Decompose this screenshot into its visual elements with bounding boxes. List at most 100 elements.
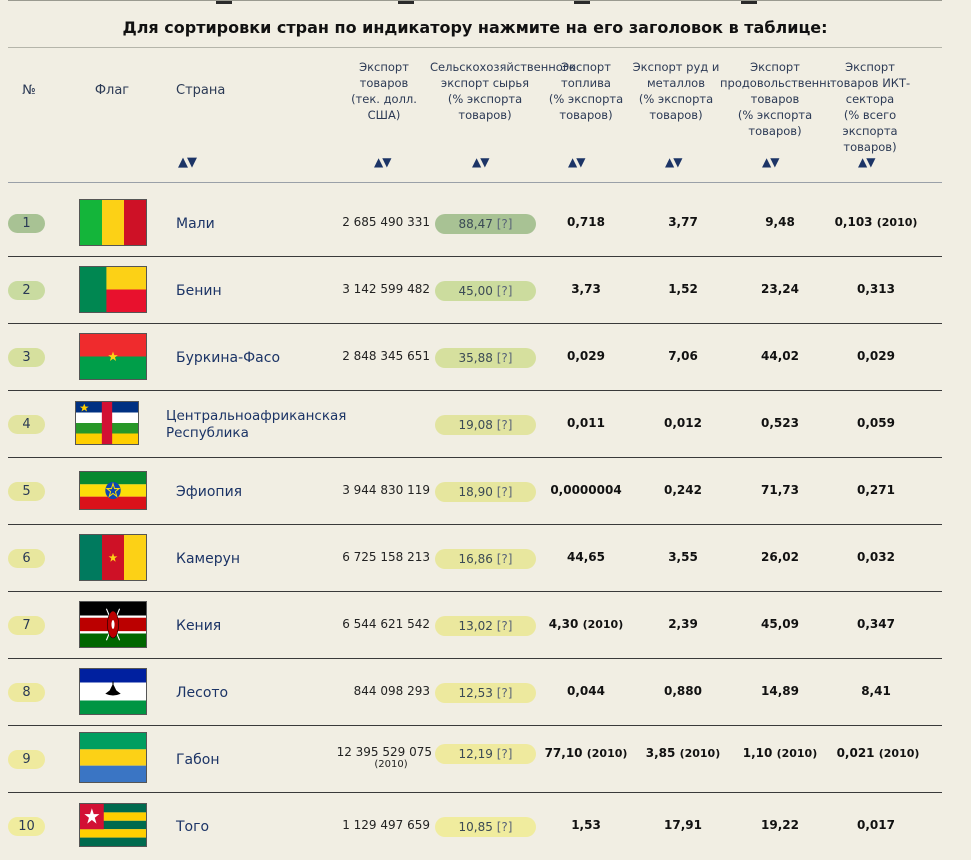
table-row: 6 Камерун 6 725 158 213 16,86 [?] 44,65 … (0, 525, 971, 592)
goods-exports: 844 098 293 (353, 684, 430, 698)
country-name[interactable]: Камерун (176, 551, 241, 567)
country-name[interactable]: Мали (176, 216, 215, 232)
help-link[interactable]: [?] (496, 284, 513, 298)
sort-ores-icon[interactable]: ▲▼ (665, 155, 682, 169)
header-line: товаров ИКТ- (829, 76, 911, 90)
agri-exports-badge: 35,88 [?] (435, 348, 536, 368)
agri-value: 45,00 (458, 284, 493, 298)
sort-ict-icon[interactable]: ▲▼ (858, 155, 875, 169)
country-name[interactable]: Габон (176, 752, 220, 768)
header-divider (8, 182, 942, 183)
ict-value: 0,103 (834, 215, 873, 229)
fuel-exports: 3,73 (571, 282, 601, 296)
ore-exports: 3,85 (2010) (632, 746, 734, 760)
sort-food-icon[interactable]: ▲▼ (762, 155, 779, 169)
table-row: 8 Лесото 844 098 293 12,53 [?] 0,044 0,8… (0, 659, 971, 726)
row-divider (8, 390, 942, 391)
help-link[interactable]: [?] (496, 217, 513, 231)
exports-value: 12 395 529 075 (336, 745, 432, 759)
car-flag (75, 401, 139, 445)
year-note: (2010) (679, 747, 721, 760)
sort-country-icon[interactable]: ▲▼ (178, 155, 197, 170)
help-link[interactable]: [?] (496, 485, 513, 499)
help-link[interactable]: [?] (496, 747, 513, 761)
help-link[interactable]: [?] (496, 820, 513, 834)
agri-value: 18,90 (458, 485, 493, 499)
agri-exports-badge: 13,02 [?] (435, 616, 536, 636)
agri-value: 10,85 (458, 820, 493, 834)
agri-exports-badge: 12,19 [?] (435, 744, 536, 764)
table-row: 10 Того 1 129 497 659 10,85 [?] 1,53 17,… (0, 793, 971, 860)
year-note: (2010) (776, 747, 818, 760)
goods-exports: 2 848 345 651 (342, 349, 430, 363)
country-name[interactable]: Бенин (176, 283, 222, 299)
sort-exports-icon[interactable]: ▲▼ (374, 155, 391, 169)
ict-exports: 0,029 (857, 349, 895, 363)
year-note: (2010) (582, 618, 624, 631)
tab-marker (741, 1, 757, 4)
header-line: товаров) (649, 108, 703, 122)
ict-exports: 0,032 (857, 550, 895, 564)
table-row: 2 Бенин 3 142 599 482 45,00 [?] 3,73 1,5… (0, 257, 971, 324)
header-food-exports[interactable]: Экспорт продовольственных товаров (% экс… (720, 59, 830, 139)
header-fuel-exports[interactable]: Экспорт топлива (% экспорта товаров) (538, 59, 634, 123)
agri-exports-badge: 88,47 [?] (435, 214, 536, 234)
header-line: (% экспорта (447, 92, 523, 106)
tab-marker (216, 1, 232, 4)
food-exports: 19,22 (761, 818, 799, 832)
country-name[interactable]: Центральноафриканская Республика (166, 408, 346, 442)
header-number[interactable]: № (22, 83, 36, 98)
header-ore-exports[interactable]: Экспорт руд и металлов (% экспорта товар… (628, 59, 724, 123)
country-name[interactable]: Лесото (176, 685, 229, 701)
country-name-line: Республика (166, 425, 249, 441)
year-note: (2010) (876, 216, 918, 229)
country-name[interactable]: Кения (176, 618, 222, 634)
row-divider (8, 591, 942, 592)
agri-exports-badge: 18,90 [?] (435, 482, 536, 502)
header-line: товаров (359, 76, 409, 90)
country-name[interactable]: Эфиопия (176, 484, 243, 500)
help-link[interactable]: [?] (496, 686, 513, 700)
help-link[interactable]: [?] (496, 552, 513, 566)
rank-badge: 1 (8, 214, 45, 233)
goods-exports: 3 142 599 482 (342, 282, 430, 296)
rank-badge: 5 (8, 482, 45, 501)
help-link[interactable]: [?] (496, 418, 513, 432)
goods-exports: 1 129 497 659 (342, 818, 430, 832)
ore-exports: 7,06 (668, 349, 698, 363)
mali-flag (79, 199, 147, 246)
ict-exports: 0,271 (857, 483, 895, 497)
fuel-exports: 77,10 (2010) (538, 746, 634, 760)
fuel-value: 77,10 (544, 746, 583, 760)
agri-value: 12,19 (458, 747, 493, 761)
agri-exports-badge: 16,86 [?] (435, 549, 536, 569)
help-link[interactable]: [?] (496, 619, 513, 633)
ore-exports: 3,55 (668, 550, 698, 564)
header-goods-exports[interactable]: Экспорт товаров (тек. долл. США) (336, 59, 432, 123)
food-exports: 0,523 (761, 416, 799, 430)
food-exports: 71,73 (761, 483, 799, 497)
row-divider (8, 256, 942, 257)
ore-exports: 0,012 (664, 416, 702, 430)
country-name[interactable]: Буркина-Фасо (176, 350, 281, 366)
header-line: экспорт сырья (440, 76, 530, 90)
header-line: сектора (845, 92, 895, 106)
top-divider (8, 0, 942, 1)
agri-value: 88,47 (458, 217, 493, 231)
lesotho-flag (79, 668, 147, 715)
table-row: 3 Буркина-Фасо 2 848 345 651 35,88 [?] 0… (0, 324, 971, 391)
sort-fuel-icon[interactable]: ▲▼ (568, 155, 585, 169)
goods-exports: 2 685 490 331 (342, 215, 430, 229)
sort-agri-icon[interactable]: ▲▼ (472, 155, 489, 169)
table-row: 7 Кения 6 544 621 542 13,02 [?] 4,30 (20… (0, 592, 971, 659)
header-ict-exports[interactable]: Экспорт товаров ИКТ- сектора (% всего эк… (822, 59, 918, 155)
help-link[interactable]: [?] (496, 351, 513, 365)
header-country[interactable]: Страна (176, 83, 226, 98)
food-exports: 9,48 (765, 215, 795, 229)
country-name[interactable]: Того (176, 819, 210, 835)
agri-value: 13,02 (458, 619, 493, 633)
header-agri-exports[interactable]: Сельскохозяйственного экспорт сырья (% э… (430, 59, 576, 123)
agri-exports-badge: 19,08 [?] (435, 415, 536, 435)
header-line: товаров) (559, 108, 613, 122)
row-divider (8, 524, 942, 525)
